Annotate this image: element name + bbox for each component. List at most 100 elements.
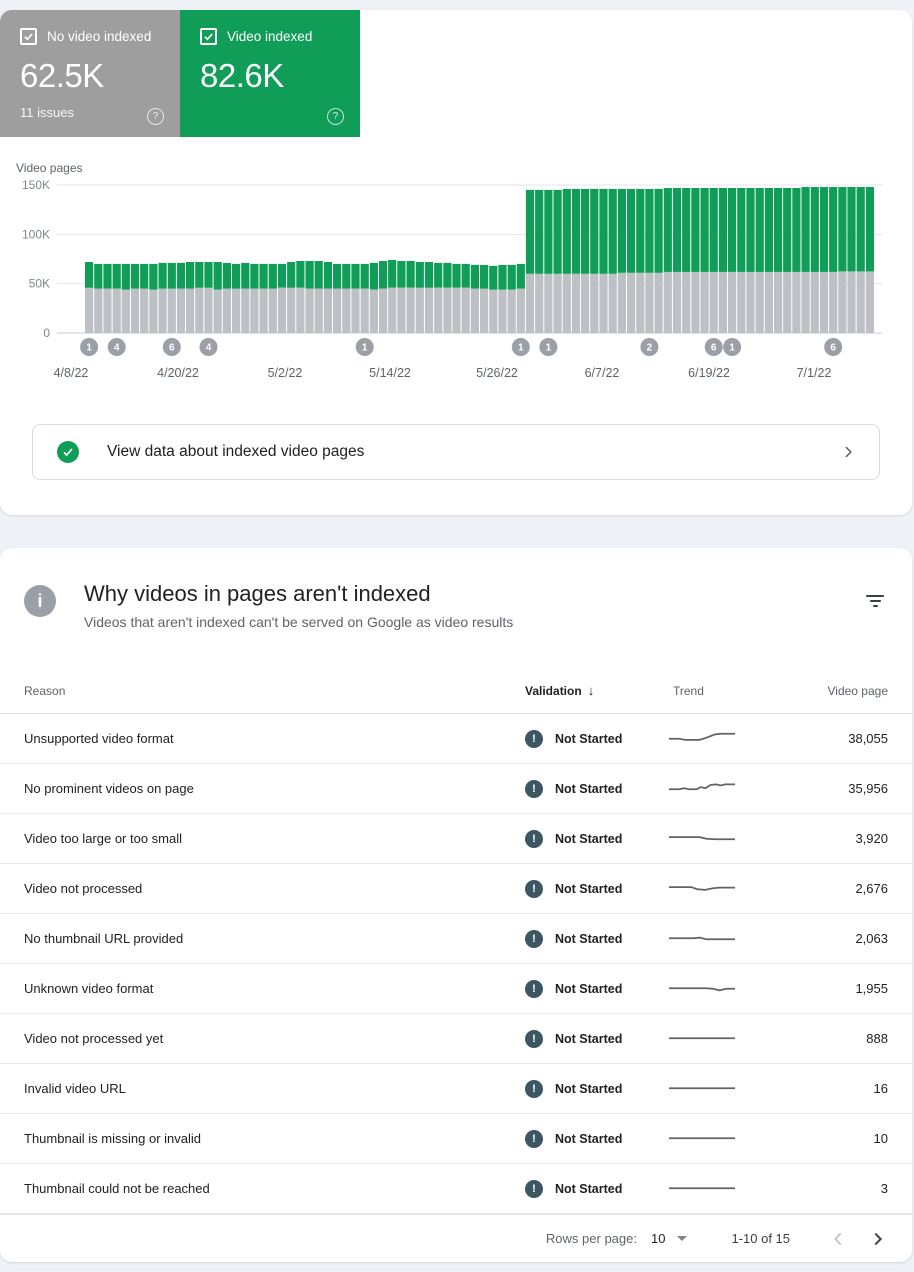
svg-text:6/19/22: 6/19/22	[688, 366, 730, 380]
validation-label: Not Started	[555, 1181, 623, 1196]
validation-cell: ! Not Started	[525, 929, 665, 948]
summary-tiles: No video indexed 62.5K 11 issues ? Video…	[0, 10, 360, 137]
svg-text:4/8/22: 4/8/22	[54, 366, 89, 380]
tile-label: No video indexed	[47, 29, 152, 44]
rows-per-page-value[interactable]: 10	[650, 1231, 666, 1246]
validation-label: Not Started	[555, 1131, 623, 1146]
table-row[interactable]: Video too large or too small ! Not Start…	[0, 814, 912, 864]
table-body: Unsupported video format ! Not Started 3…	[0, 714, 912, 1214]
exclamation-icon: !	[525, 979, 543, 998]
svg-text:5/26/22: 5/26/22	[476, 366, 518, 380]
table-row[interactable]: Thumbnail could not be reached ! Not Sta…	[0, 1164, 912, 1214]
svg-text:7/1/22: 7/1/22	[797, 366, 832, 380]
tile-no-video-indexed[interactable]: No video indexed 62.5K 11 issues ?	[0, 10, 180, 137]
col-validation-sort[interactable]: Validation ↓	[525, 683, 595, 698]
trend-sparkline	[668, 936, 736, 941]
video-indexing-report-card: No video indexed 62.5K 11 issues ? Video…	[0, 10, 912, 515]
video-page-count: 3	[880, 1181, 888, 1196]
validation-label: Not Started	[555, 1031, 623, 1046]
panel-title: Why videos in pages aren't indexed	[84, 581, 431, 606]
chevron-right-icon[interactable]	[841, 445, 855, 459]
validation-label: Not Started	[555, 831, 623, 846]
validation-label: Not Started	[555, 981, 623, 996]
tile-value: 82.6K	[200, 57, 284, 94]
trend-cell	[665, 777, 775, 800]
trend-cell	[665, 827, 775, 850]
svg-text:2: 2	[647, 343, 653, 354]
tile-label: Video indexed	[227, 29, 313, 44]
trend-cell	[665, 877, 775, 900]
table-row[interactable]: Unknown video format ! Not Started 1,955	[0, 964, 912, 1014]
exclamation-icon: !	[525, 829, 543, 848]
trend-cell	[665, 1127, 775, 1150]
checkbox-no-video-indexed[interactable]	[20, 28, 37, 45]
trend-cell	[665, 1027, 775, 1050]
reason-cell: Video not processed yet	[24, 1031, 164, 1046]
trend-sparkline	[668, 1137, 736, 1140]
validation-cell: ! Not Started	[525, 729, 665, 748]
checkmark-icon	[204, 33, 213, 41]
validation-cell: ! Not Started	[525, 1179, 665, 1198]
trend-cell	[665, 977, 775, 1000]
chevron-left-icon	[833, 1232, 842, 1245]
help-icon[interactable]: ?	[147, 108, 164, 125]
svg-text:4: 4	[206, 343, 212, 354]
svg-text:5/2/22: 5/2/22	[268, 366, 303, 380]
svg-text:6: 6	[830, 343, 836, 354]
reason-cell: Video not processed	[24, 881, 143, 896]
reason-cell: Unsupported video format	[24, 731, 174, 746]
check-circle-icon	[57, 441, 79, 463]
table-header: Reason Validation ↓ Trend Video page	[0, 668, 912, 714]
table-row[interactable]: No thumbnail URL provided ! Not Started …	[0, 914, 912, 964]
table-row[interactable]: Video not processed yet ! Not Started 88…	[0, 1014, 912, 1064]
validation-label: Not Started	[555, 731, 623, 746]
validation-cell: ! Not Started	[525, 979, 665, 998]
video-page-count: 10	[873, 1131, 888, 1146]
svg-text:150K: 150K	[22, 178, 50, 192]
svg-text:50K: 50K	[29, 277, 50, 291]
validation-label: Not Started	[555, 781, 623, 796]
previous-page-button[interactable]	[826, 1227, 850, 1251]
rows-per-page-dropdown-icon[interactable]	[677, 1236, 688, 1241]
exclamation-icon: !	[525, 729, 543, 748]
table-row[interactable]: Invalid video URL ! Not Started 16	[0, 1064, 912, 1114]
svg-text:100K: 100K	[22, 227, 50, 241]
reason-cell: Invalid video URL	[24, 1081, 126, 1096]
reason-cell: No prominent videos on page	[24, 781, 194, 796]
validation-cell: ! Not Started	[525, 1079, 665, 1098]
video-page-count: 38,055	[848, 731, 888, 746]
next-page-button[interactable]	[866, 1227, 890, 1251]
reason-cell: Thumbnail is missing or invalid	[24, 1131, 202, 1146]
view-indexed-data-banner[interactable]: View data about indexed video pages	[32, 424, 880, 480]
validation-cell: ! Not Started	[525, 829, 665, 848]
exclamation-icon: !	[525, 1179, 543, 1198]
col-trend: Trend	[673, 683, 704, 698]
video-page-count: 1,955	[855, 981, 888, 996]
svg-text:1: 1	[518, 343, 524, 354]
checkmark-icon	[24, 33, 33, 41]
reason-cell: Video too large or too small	[24, 831, 183, 846]
trend-sparkline	[668, 987, 736, 992]
validation-label: Not Started	[555, 931, 623, 946]
table-row[interactable]: No prominent videos on page ! Not Starte…	[0, 764, 912, 814]
svg-text:1: 1	[729, 343, 735, 354]
col-reason: Reason	[24, 683, 66, 698]
rows-per-page-label: Rows per page:	[545, 1231, 637, 1246]
table-row[interactable]: Video not processed ! Not Started 2,676	[0, 864, 912, 914]
stacked-bar-chart[interactable]: 0 50K 100K 150K 1 4 6 4 1 1 1 2 6 1 6 4/8/22 4/20/22 5/2/…	[0, 175, 914, 405]
panel-subtitle: Videos that aren't indexed can't be serv…	[84, 614, 514, 630]
exclamation-icon: !	[525, 1079, 543, 1098]
trend-sparkline	[668, 886, 736, 891]
checkbox-video-indexed[interactable]	[200, 28, 217, 45]
help-icon[interactable]: ?	[327, 108, 344, 125]
table-row[interactable]: Unsupported video format ! Not Started 3…	[0, 714, 912, 764]
table-row[interactable]: Thumbnail is missing or invalid ! Not St…	[0, 1114, 912, 1164]
validation-cell: ! Not Started	[525, 1029, 665, 1048]
filter-icon[interactable]	[864, 592, 886, 610]
exclamation-icon: !	[525, 929, 543, 948]
exclamation-icon: !	[525, 779, 543, 798]
pagination-bar: Rows per page: 10 1-10 of 15	[0, 1214, 912, 1262]
tile-video-indexed[interactable]: Video indexed 82.6K ?	[180, 10, 360, 137]
video-page-count: 35,956	[848, 781, 888, 796]
trend-sparkline	[668, 1037, 736, 1040]
